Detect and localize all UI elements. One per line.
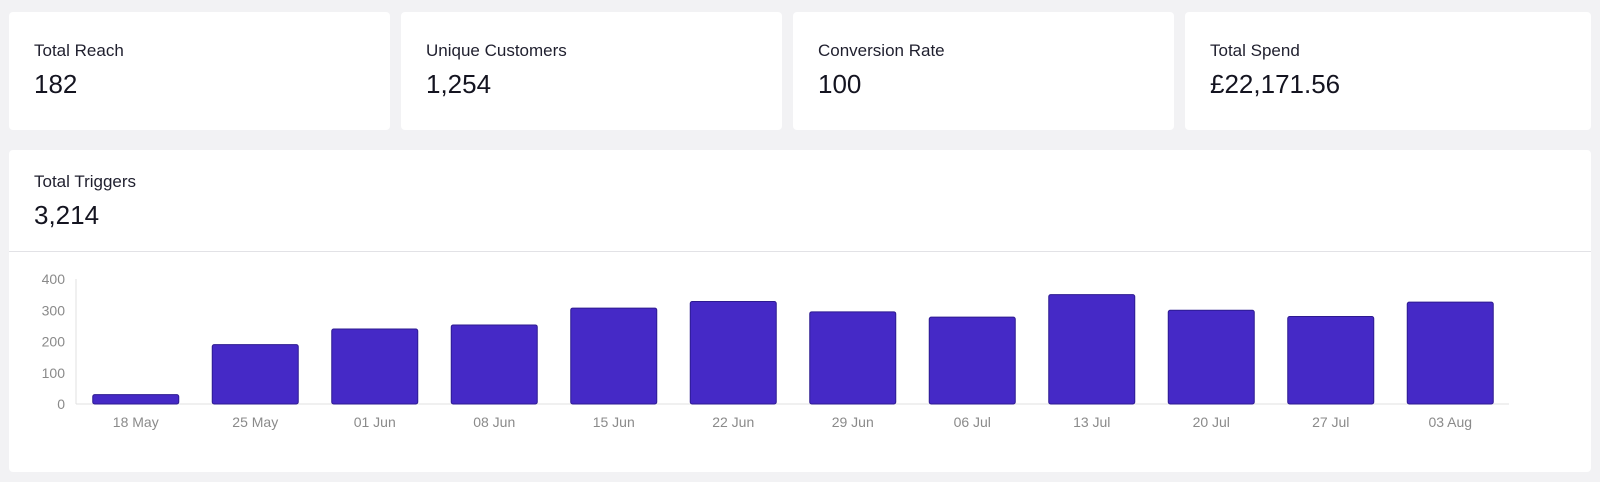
triggers-chart-card: Total Triggers 3,214 0 100 200 300 400 18 May… <box>9 150 1591 472</box>
x-tick-label: 03 Aug <box>1428 414 1472 430</box>
x-tick-label: 22 Jun <box>712 414 754 430</box>
bar <box>1167 309 1255 405</box>
y-tick-label: 0 <box>57 396 65 412</box>
stat-value: 100 <box>818 69 862 99</box>
x-tick-label: 13 Jul <box>1073 414 1110 430</box>
bar <box>570 307 658 405</box>
bar <box>809 311 897 405</box>
bar <box>689 301 777 405</box>
bar <box>211 344 299 405</box>
x-tick-label: 29 Jun <box>832 414 874 430</box>
x-tick-label: 15 Jun <box>593 414 635 430</box>
x-tick-label: 01 Jun <box>354 414 396 430</box>
x-tick-label: 20 Jul <box>1193 414 1230 430</box>
bar <box>450 324 538 405</box>
y-tick-label: 100 <box>42 365 66 381</box>
bar <box>1406 301 1494 405</box>
x-tick-label: 06 Jul <box>954 414 991 430</box>
stat-value: 1,254 <box>426 69 492 99</box>
x-tick-label: 27 Jul <box>1312 414 1349 430</box>
y-tick-label: 300 <box>42 302 66 318</box>
bar <box>928 316 1016 405</box>
stat-value: £22,171.56 <box>1210 69 1341 99</box>
y-tick-label: 400 <box>42 271 66 287</box>
bar <box>1287 316 1375 405</box>
x-tick-label: 25 May <box>232 414 278 430</box>
x-tick-label: 08 Jun <box>473 414 515 430</box>
stat-label: Total Spend <box>1210 41 1300 60</box>
bar <box>1048 294 1136 405</box>
stat-value: 182 <box>34 69 78 99</box>
stat-label: Conversion Rate <box>818 41 945 60</box>
triggers-bar-chart: 0 100 200 300 400 18 May 25 May 01 Jun 08 Jun 15 … <box>42 271 1509 430</box>
y-tick-label: 200 <box>42 334 66 350</box>
stat-label: Total Reach <box>34 41 124 60</box>
bar <box>331 328 419 405</box>
x-tick-label: 18 May <box>113 414 159 430</box>
stats-row: Total Reach 182 Unique Customers 1,254 C… <box>9 12 1591 130</box>
bar <box>92 394 180 405</box>
chart-divider <box>9 251 1591 252</box>
chart-title: Total Triggers <box>34 172 137 191</box>
chart-total-value: 3,214 <box>34 200 100 230</box>
stat-label: Unique Customers <box>426 41 567 60</box>
stat-card-total-reach: Total Reach 182 <box>9 12 390 130</box>
stat-card-total-spend: Total Spend £22,171.56 <box>1185 12 1591 130</box>
stat-card-unique-customers: Unique Customers 1,254 <box>401 12 782 130</box>
stat-card-conversion-rate: Conversion Rate 100 <box>793 12 1174 130</box>
